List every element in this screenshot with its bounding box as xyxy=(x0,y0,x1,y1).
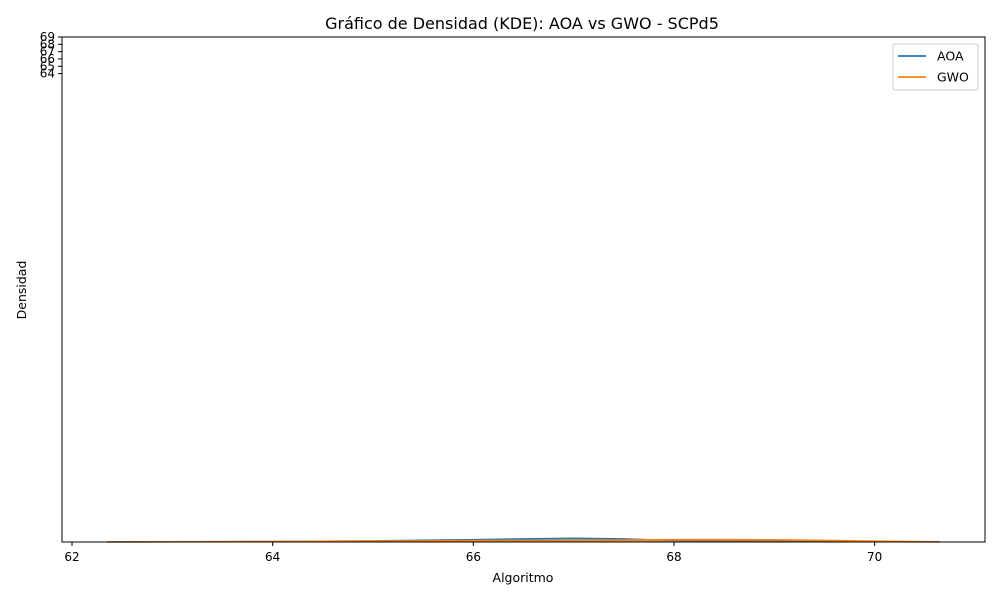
chart-title: Gráfico de Densidad (KDE): AOA vs GWO - … xyxy=(325,14,719,33)
legend-label-gwo: GWO xyxy=(937,70,969,85)
x-tick-label: 64 xyxy=(265,550,280,564)
x-tick-label: 66 xyxy=(466,550,481,564)
y-tick-label: 65 xyxy=(40,59,55,73)
legend: AOA GWO xyxy=(892,43,979,91)
y-axis-title: Densidad xyxy=(14,261,29,320)
x-tick-label: 62 xyxy=(64,550,79,564)
y-tick-label: 64 xyxy=(40,67,55,81)
legend-label-aoa: AOA xyxy=(937,49,964,64)
y-tick-label: 68 xyxy=(40,37,55,51)
x-axis: 62 64 66 68 70 xyxy=(64,542,882,564)
x-tick-label: 70 xyxy=(867,550,882,564)
plot-area xyxy=(107,537,940,543)
y-tick-label: 66 xyxy=(40,52,55,66)
plot-frame xyxy=(61,36,986,543)
y-tick-label: 67 xyxy=(40,45,55,59)
x-axis-title: Algoritmo xyxy=(493,570,554,585)
y-tick-label: 69 xyxy=(40,30,55,44)
x-tick-label: 68 xyxy=(666,550,681,564)
